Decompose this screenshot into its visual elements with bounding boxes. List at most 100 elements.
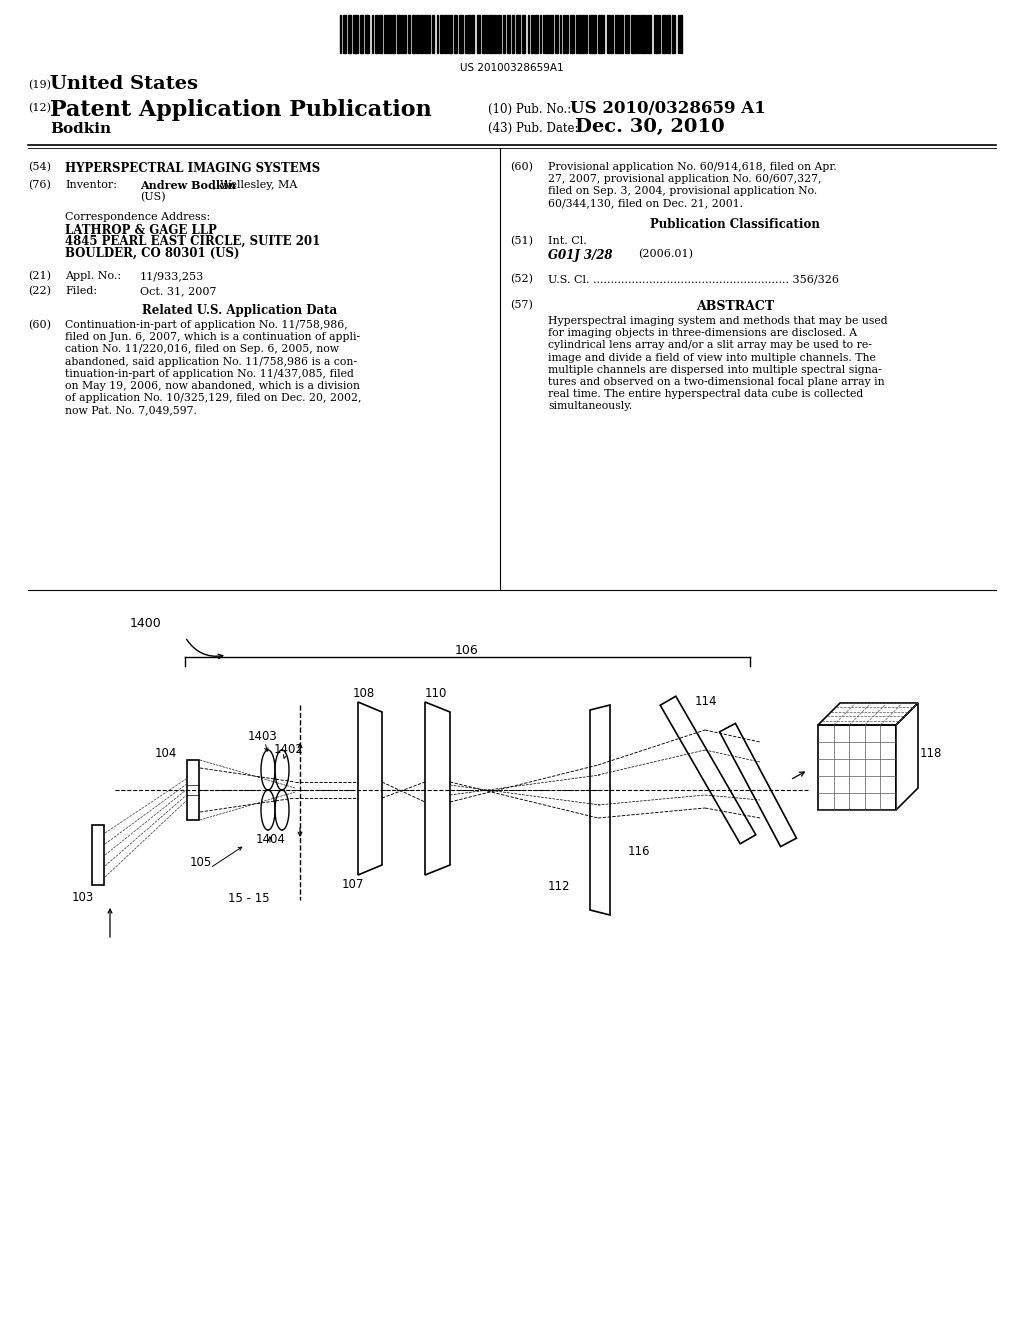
FancyArrowPatch shape [268, 837, 271, 842]
Text: tures and observed on a two-dimensional focal plane array in: tures and observed on a two-dimensional … [548, 378, 885, 387]
Text: (76): (76) [28, 180, 51, 190]
Text: Int. Cl.: Int. Cl. [548, 236, 587, 246]
Text: U.S. Cl. ........................................................ 356/326: U.S. Cl. ...............................… [548, 275, 839, 284]
Bar [482, 15, 485, 53]
Bar [396, 15, 399, 53]
Text: ABSTRACT: ABSTRACT [696, 300, 774, 313]
Text: simultaneously.: simultaneously. [548, 401, 632, 412]
FancyArrowPatch shape [793, 772, 804, 779]
Text: 1404: 1404 [256, 833, 286, 846]
Text: (51): (51) [510, 236, 534, 247]
Bar [603, 15, 604, 53]
Bar [359, 15, 362, 53]
Text: (12): (12) [28, 103, 51, 114]
Bar [598, 15, 602, 53]
Text: 1402: 1402 [274, 743, 304, 756]
Text: cylindrical lens array and/or a slit array may be used to re-: cylindrical lens array and/or a slit arr… [548, 341, 871, 350]
Text: (2006.01): (2006.01) [638, 249, 693, 259]
Bar [620, 15, 623, 53]
Text: (10) Pub. No.:: (10) Pub. No.: [488, 103, 571, 116]
Bar [432, 15, 434, 53]
Bar [459, 15, 463, 53]
Bar [563, 15, 565, 53]
Text: , Wellesley, MA: , Wellesley, MA [213, 180, 297, 190]
Text: Dec. 30, 2010: Dec. 30, 2010 [575, 117, 725, 136]
Text: BOULDER, CO 80301 (US): BOULDER, CO 80301 (US) [65, 247, 240, 260]
Bar [455, 15, 457, 53]
Bar [639, 15, 640, 53]
Bar [384, 15, 386, 53]
Bar [535, 15, 538, 53]
Text: Related U.S. Application Data: Related U.S. Application Data [142, 304, 338, 317]
Bar [667, 15, 671, 53]
Bar [680, 15, 682, 53]
Bar [379, 15, 382, 53]
Text: US 2010/0328659 A1: US 2010/0328659 A1 [570, 100, 766, 117]
Bar [522, 15, 525, 53]
Text: 15 - 15: 15 - 15 [228, 892, 269, 906]
Bar [531, 15, 532, 53]
Bar [387, 15, 391, 53]
Bar [477, 15, 480, 53]
Bar [589, 15, 593, 53]
Bar [678, 15, 679, 53]
Text: 105: 105 [190, 855, 212, 869]
Text: Bodkin: Bodkin [50, 121, 112, 136]
Bar [440, 15, 442, 53]
Text: 27, 2007, provisional application No. 60/607,327,: 27, 2007, provisional application No. 60… [548, 174, 821, 185]
Text: 106: 106 [455, 644, 479, 657]
Bar [653, 15, 657, 53]
FancyArrowPatch shape [284, 755, 287, 758]
Text: 4845 PEARL EAST CIRCLE, SUITE 201: 4845 PEARL EAST CIRCLE, SUITE 201 [65, 235, 321, 248]
Bar [631, 15, 634, 53]
Bar [555, 15, 558, 53]
Text: HYPERSPECTRAL IMAGING SYSTEMS: HYPERSPECTRAL IMAGING SYSTEMS [65, 162, 321, 176]
Bar [437, 15, 438, 53]
Bar [516, 15, 520, 53]
Bar [579, 15, 582, 53]
Text: 108: 108 [353, 686, 375, 700]
Text: Andrew Bodkin: Andrew Bodkin [140, 180, 236, 191]
Bar [500, 15, 502, 53]
Bar [471, 15, 474, 53]
Text: filed on Jun. 6, 2007, which is a continuation of appli-: filed on Jun. 6, 2007, which is a contin… [65, 333, 360, 342]
Text: Appl. No.:: Appl. No.: [65, 271, 121, 281]
Bar [662, 15, 666, 53]
Text: of application No. 10/325,129, filed on Dec. 20, 2002,: of application No. 10/325,129, filed on … [65, 393, 361, 403]
Bar [408, 15, 410, 53]
Bar [543, 15, 544, 53]
Bar [641, 15, 644, 53]
Text: on May 19, 2006, now abandoned, which is a division: on May 19, 2006, now abandoned, which is… [65, 381, 359, 391]
FancyArrowPatch shape [109, 909, 112, 937]
Text: (60): (60) [28, 319, 51, 330]
Bar [611, 15, 613, 53]
Text: Correspondence Address:: Correspondence Address: [65, 213, 210, 222]
FancyArrowPatch shape [186, 639, 223, 659]
Text: Oct. 31, 2007: Oct. 31, 2007 [140, 286, 216, 296]
Text: 11/933,253: 11/933,253 [140, 271, 204, 281]
Bar [497, 15, 499, 53]
Text: United States: United States [50, 75, 198, 92]
Text: Continuation-in-part of application No. 11/758,986,: Continuation-in-part of application No. … [65, 319, 348, 330]
Bar [503, 15, 505, 53]
Bar [606, 15, 610, 53]
Bar [586, 15, 587, 53]
Text: 1400: 1400 [130, 616, 162, 630]
Bar [635, 15, 636, 53]
Text: now Pat. No. 7,049,597.: now Pat. No. 7,049,597. [65, 405, 197, 416]
Bar [417, 15, 419, 53]
Bar [615, 15, 618, 53]
Text: 114: 114 [695, 696, 718, 708]
Text: (52): (52) [510, 275, 534, 284]
Text: 112: 112 [548, 880, 570, 894]
Text: (19): (19) [28, 81, 51, 90]
Text: (57): (57) [510, 300, 532, 310]
Text: G01J 3/28: G01J 3/28 [548, 249, 612, 261]
FancyArrowPatch shape [298, 744, 302, 752]
Bar [625, 15, 628, 53]
Text: 1403: 1403 [248, 730, 278, 743]
Text: tinuation-in-part of application No. 11/437,085, filed: tinuation-in-part of application No. 11/… [65, 368, 354, 379]
Bar [187, 760, 199, 820]
Bar [420, 15, 423, 53]
Text: (43) Pub. Date:: (43) Pub. Date: [488, 121, 579, 135]
